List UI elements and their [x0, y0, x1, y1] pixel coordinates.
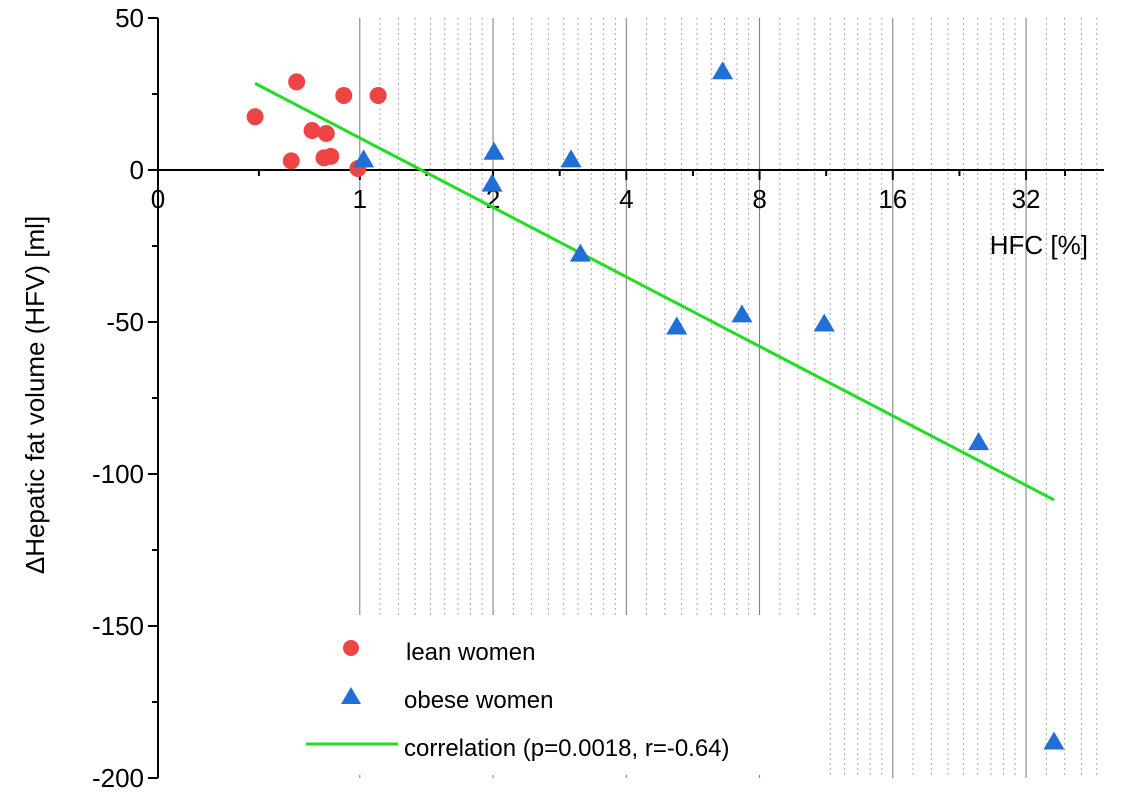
obese-women-point [1043, 731, 1065, 750]
y-tick-label: 0 [130, 155, 144, 185]
lean-women-point [335, 87, 353, 105]
lean-women-point [303, 121, 321, 139]
y-tick-label: -100 [92, 459, 144, 489]
x-tick-label: 1 [353, 184, 367, 214]
x-tick-label: 0 [151, 184, 165, 214]
x-axis-title: HFC [%] [990, 230, 1088, 260]
y-tick-label: 50 [115, 3, 144, 33]
y-tick-label: -50 [106, 307, 144, 337]
points-layer [246, 61, 1065, 750]
lean-women-point [282, 152, 300, 170]
x-tick-label: 32 [1012, 184, 1041, 214]
obese-women-point [731, 304, 753, 323]
legend-marker-lean [343, 640, 359, 656]
obese-women-point [481, 173, 503, 192]
obese-women-point [569, 243, 591, 262]
lean-women-point [322, 147, 340, 165]
lean-women-point [246, 108, 264, 126]
grid-layer [359, 18, 1098, 778]
x-tick-label: 8 [752, 184, 766, 214]
x-tick-label: 16 [878, 184, 907, 214]
legend-label-obese: obese women [404, 687, 553, 714]
lean-women-point [317, 125, 335, 143]
y-tick-label: -200 [92, 763, 144, 793]
obese-women-point [666, 316, 688, 335]
obese-women-point [483, 141, 505, 160]
legend-marker-obese [341, 687, 361, 704]
obese-women-point [712, 61, 734, 80]
correlation-fit-line [254, 82, 1055, 502]
obese-women-point [560, 149, 582, 168]
legend-label-lean: lean women [406, 639, 535, 666]
legend-background [300, 615, 820, 775]
lean-women-point [369, 87, 387, 105]
legend-label-correlation: correlation (p=0.0018, r=-0.64) [404, 735, 730, 762]
fit-layer [254, 82, 1055, 502]
obese-women-point [353, 149, 375, 168]
legend: lean women obese women correlation (p=0.… [300, 615, 820, 775]
y-tick-label: -150 [92, 611, 144, 641]
obese-women-point [968, 432, 990, 451]
y-axis-title: ΔHepatic fat volume (HFV) [ml] [20, 216, 50, 574]
x-tick-label: 4 [619, 184, 633, 214]
lean-women-point [288, 73, 306, 91]
obese-women-point [813, 313, 835, 332]
